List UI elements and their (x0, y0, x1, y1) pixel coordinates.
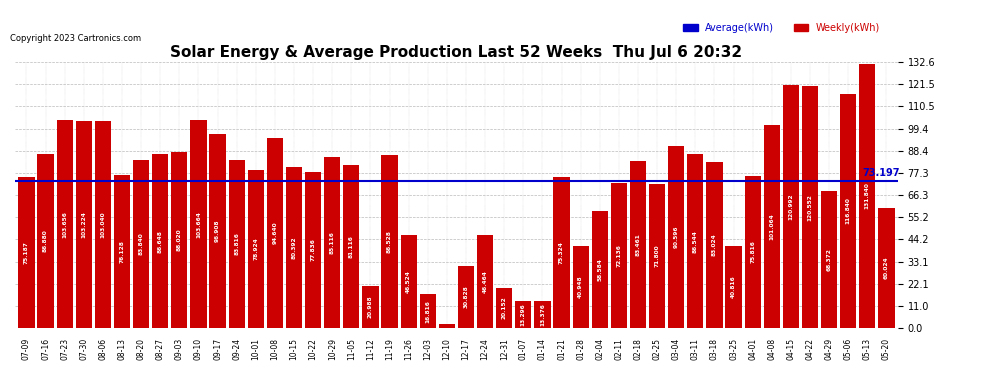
Bar (515, 302, 532, 328)
Bar (152, 154, 168, 328)
Bar (381, 154, 398, 328)
Text: 94.640: 94.640 (272, 222, 277, 245)
Bar (458, 266, 474, 328)
Title: Solar Energy & Average Production Last 52 Weeks  Thu Jul 6 20:32: Solar Energy & Average Production Last 5… (170, 45, 742, 60)
Text: 80.392: 80.392 (291, 236, 297, 259)
Bar (286, 167, 302, 328)
Bar (572, 246, 589, 328)
Text: 103.224: 103.224 (81, 211, 86, 238)
Text: 120.552: 120.552 (808, 194, 813, 220)
Bar (841, 94, 856, 328)
Text: 30.828: 30.828 (463, 286, 468, 309)
Text: 85.116: 85.116 (330, 231, 335, 254)
Text: 86.648: 86.648 (157, 230, 162, 253)
Text: 40.816: 40.816 (731, 276, 737, 298)
Text: 120.992: 120.992 (788, 194, 793, 220)
Text: 131.840: 131.840 (865, 182, 870, 209)
Text: 101.064: 101.064 (769, 213, 774, 240)
Text: 71.800: 71.800 (654, 245, 659, 267)
Bar (439, 324, 455, 328)
Legend: Average(kWh), Weekly(kWh): Average(kWh), Weekly(kWh) (679, 19, 884, 37)
Text: 77.836: 77.836 (311, 238, 316, 261)
Text: 46.524: 46.524 (406, 270, 411, 293)
Text: 75.324: 75.324 (559, 241, 564, 264)
Bar (535, 301, 550, 328)
Bar (420, 294, 436, 328)
Text: 73.197: 73.197 (862, 168, 900, 178)
Bar (744, 176, 760, 328)
Text: 90.596: 90.596 (674, 226, 679, 249)
Text: 75.187: 75.187 (24, 241, 29, 264)
Bar (496, 288, 513, 328)
Bar (19, 177, 35, 328)
Bar (171, 152, 187, 328)
Text: 13.296: 13.296 (521, 303, 526, 326)
Text: 86.528: 86.528 (387, 230, 392, 253)
Text: 75.816: 75.816 (750, 241, 755, 264)
Bar (878, 208, 895, 328)
Bar (344, 165, 359, 328)
Bar (401, 235, 417, 328)
Text: 86.544: 86.544 (693, 230, 698, 253)
Text: 13.376: 13.376 (540, 303, 545, 326)
Bar (783, 86, 799, 328)
Text: 58.584: 58.584 (597, 258, 602, 281)
Text: 20.152: 20.152 (502, 297, 507, 319)
Text: 40.948: 40.948 (578, 276, 583, 298)
Text: 96.908: 96.908 (215, 220, 220, 242)
Bar (592, 210, 608, 328)
Bar (477, 235, 493, 328)
Bar (38, 154, 53, 328)
Bar (75, 121, 92, 328)
Bar (56, 120, 73, 328)
Bar (210, 134, 226, 328)
Bar (687, 154, 704, 328)
Text: 83.816: 83.816 (235, 232, 240, 255)
Text: 78.924: 78.924 (253, 237, 258, 260)
Bar (229, 160, 245, 328)
Bar (859, 64, 875, 328)
Text: 83.461: 83.461 (636, 233, 641, 256)
Text: 46.464: 46.464 (483, 270, 488, 293)
Text: 20.988: 20.988 (368, 296, 373, 318)
Text: 68.372: 68.372 (827, 248, 832, 271)
Text: 103.664: 103.664 (196, 211, 201, 237)
Bar (95, 122, 111, 328)
Text: 103.040: 103.040 (100, 211, 105, 238)
Text: 103.656: 103.656 (62, 211, 67, 237)
Bar (114, 176, 130, 328)
Bar (821, 191, 838, 328)
Bar (553, 177, 569, 328)
Text: 16.816: 16.816 (426, 300, 431, 322)
Bar (630, 160, 646, 328)
Bar (305, 172, 321, 328)
Bar (190, 120, 207, 328)
Text: Copyright 2023 Cartronics.com: Copyright 2023 Cartronics.com (10, 34, 141, 43)
Text: 83.840: 83.840 (139, 232, 144, 255)
Bar (726, 246, 742, 328)
Bar (248, 170, 264, 328)
Text: 88.020: 88.020 (177, 228, 182, 251)
Bar (802, 86, 818, 328)
Bar (763, 125, 780, 328)
Bar (611, 183, 627, 328)
Bar (362, 286, 378, 328)
Bar (266, 138, 283, 328)
Text: 86.880: 86.880 (44, 230, 49, 252)
Text: 83.024: 83.024 (712, 233, 717, 256)
Text: 76.128: 76.128 (120, 240, 125, 263)
Bar (706, 162, 723, 328)
Text: 72.136: 72.136 (617, 244, 622, 267)
Text: 60.024: 60.024 (884, 256, 889, 279)
Text: 81.116: 81.116 (348, 235, 353, 258)
Bar (649, 184, 665, 328)
Bar (133, 160, 149, 328)
Bar (324, 158, 341, 328)
Bar (668, 146, 684, 328)
Text: 116.840: 116.840 (845, 197, 850, 224)
